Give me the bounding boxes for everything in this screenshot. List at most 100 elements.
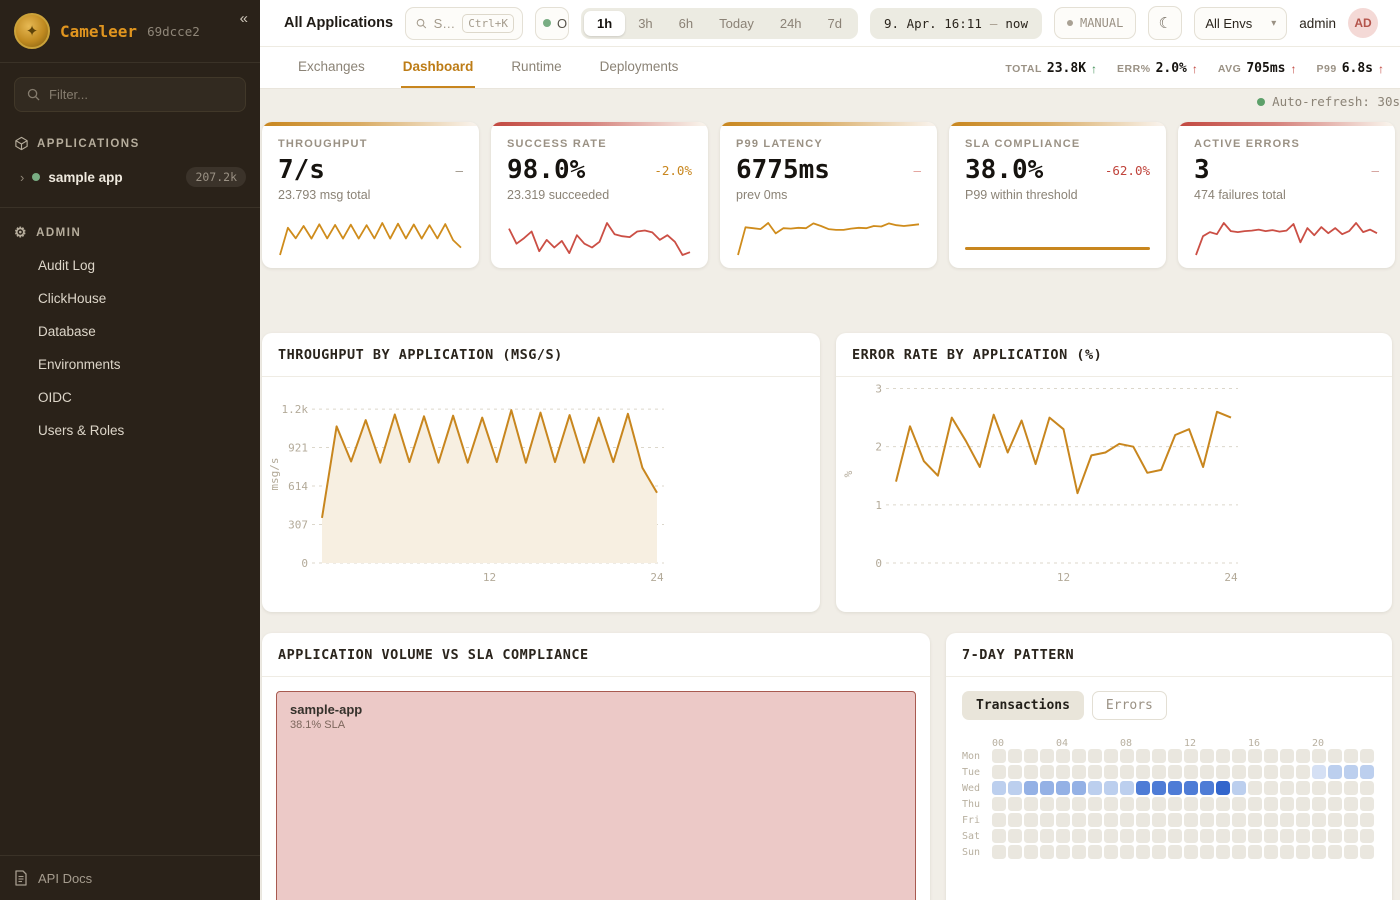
seven-day-pattern-panel: 7-DAY PATTERN Transactions Errors 00 04 08…	[946, 633, 1392, 900]
dark-mode-toggle[interactable]: ☾	[1148, 6, 1183, 40]
sidebar-item-oidc[interactable]: OIDC	[38, 390, 72, 405]
heatmap-cell	[1008, 765, 1022, 779]
heatmap-cell	[1296, 781, 1310, 795]
svg-text:24: 24	[650, 571, 664, 584]
sidebar-item-environments[interactable]: Environments	[38, 357, 121, 372]
bottom-row: APPLICATION VOLUME VS SLA COMPLIANCE sam…	[262, 633, 1392, 900]
sidebar-item-clickhouse[interactable]: ClickHouse	[38, 291, 107, 306]
heatmap-cell	[1136, 781, 1150, 795]
date-range-to: now	[1005, 15, 1028, 31]
heatmap-cell	[1072, 765, 1086, 779]
heatmap-cell	[1232, 781, 1246, 795]
sidebar-item-api-docs[interactable]: API Docs	[0, 855, 260, 900]
heatmap-cell	[1040, 797, 1054, 811]
heatmap-cell	[1152, 765, 1166, 779]
heatmap-row-tue: Tue	[962, 764, 1376, 780]
heatmap-cell	[1200, 829, 1214, 843]
heatmap-cell	[1344, 749, 1358, 763]
sidebar: ✦ Cameleer 69dcce2 « Filter... APPLICATI…	[0, 0, 260, 900]
toggle-transactions[interactable]: Transactions	[962, 691, 1084, 720]
heatmap-cell	[1344, 765, 1358, 779]
user-name: admin	[1299, 15, 1336, 31]
search-placeholder: S…	[433, 15, 456, 31]
sidebar-collapse-icon[interactable]: «	[239, 10, 248, 27]
heatmap-cell	[1264, 749, 1278, 763]
heatmap-cell	[1120, 845, 1134, 859]
heatmap-day-label: Wed	[962, 782, 981, 794]
heatmap-cell	[1248, 813, 1262, 827]
time-range-today[interactable]: Today	[719, 15, 754, 31]
heatmap-cell	[1360, 749, 1374, 763]
kpi-card-active-errors: ACTIVE ERRORS 3– 474 failures total	[1178, 122, 1395, 268]
time-range-3h[interactable]: 3h	[638, 15, 653, 31]
time-range-7d[interactable]: 7d	[827, 15, 843, 31]
tab-dashboard[interactable]: Dashboard	[400, 47, 476, 88]
stat-total: TOTAL 23.8K ↑	[1005, 61, 1098, 76]
heatmap-cell	[1168, 781, 1182, 795]
heatmap-cell	[1264, 765, 1278, 779]
tab-exchanges[interactable]: Exchanges	[298, 59, 365, 74]
heatmap-cell	[1280, 781, 1294, 795]
svg-text:12: 12	[1057, 571, 1070, 584]
svg-text:1.2k: 1.2k	[282, 403, 309, 416]
heatmap-cell	[1360, 781, 1374, 795]
heatmap-row-thu: Thu	[962, 796, 1376, 812]
heatmap-cell	[992, 781, 1006, 795]
search-icon	[27, 88, 40, 101]
filter-input[interactable]: Filter...	[14, 77, 246, 112]
sidebar-header: ✦ Cameleer 69dcce2	[0, 0, 260, 63]
toggle-errors[interactable]: Errors	[1091, 691, 1167, 720]
sidebar-item-sample-app[interactable]: › sample app 207.2k	[0, 159, 260, 195]
heatmap-row-mon: Mon	[962, 748, 1376, 764]
kpi-row: THROUGHPUT 7/s – 23.793 msg total SUCCESS…	[262, 122, 1395, 268]
tab-deployments[interactable]: Deployments	[599, 59, 679, 74]
applications-section-header: APPLICATIONS	[0, 128, 260, 159]
heatmap-cell	[1200, 845, 1214, 859]
svg-text:0: 0	[301, 557, 308, 570]
heatmap-day-label: Sun	[962, 846, 981, 858]
heatmap-cell	[1280, 813, 1294, 827]
panel-title: THROUGHPUT BY APPLICATION (MSG/S)	[262, 333, 820, 377]
time-range-24h[interactable]: 24h	[779, 15, 802, 31]
heatmap-cell	[1280, 765, 1294, 779]
online-dot-icon	[543, 19, 552, 27]
moon-icon: ☾	[1158, 15, 1173, 32]
stat-p99: P99 6.8s ↑	[1316, 61, 1385, 76]
avatar[interactable]: AD	[1348, 8, 1378, 38]
time-range-6h[interactable]: 6h	[678, 15, 694, 31]
sidebar-item-database[interactable]: Database	[38, 324, 96, 339]
heatmap-cell	[1216, 765, 1230, 779]
sidebar-item-users-roles[interactable]: Users & Roles	[38, 423, 125, 438]
chevron-right-icon[interactable]: ›	[20, 169, 25, 185]
search-input[interactable]: S… Ctrl+K	[405, 6, 524, 40]
status-pill[interactable]: O	[535, 6, 570, 40]
heatmap-cell	[1344, 781, 1358, 795]
date-range-from: 9. Apr. 16:11	[884, 15, 982, 31]
sidebar-item-audit-log[interactable]: Audit Log	[38, 258, 96, 273]
heatmap-cell	[1104, 765, 1118, 779]
cube-icon	[15, 136, 28, 151]
heatmap-cell	[1312, 749, 1326, 763]
tab-runtime[interactable]: Runtime	[511, 59, 562, 74]
heatmap-cell	[992, 797, 1006, 811]
topbar: All Applications S… Ctrl+K O 1h 3h 6h To…	[260, 0, 1400, 47]
date-range-display[interactable]: 9. Apr. 16:11 – now	[870, 7, 1042, 39]
heatmap-cell	[1280, 749, 1294, 763]
heatmap-cell	[1168, 813, 1182, 827]
search-shortcut: Ctrl+K	[462, 13, 515, 33]
heatmap-cell	[1296, 845, 1310, 859]
heatmap-cell	[1232, 845, 1246, 859]
heatmap-cell	[1264, 845, 1278, 859]
heatmap-cell	[1056, 797, 1070, 811]
heatmap-cell	[1344, 797, 1358, 811]
heatmap-cell	[1312, 797, 1326, 811]
time-range-1h[interactable]: 1h	[584, 10, 626, 36]
env-select[interactable]: All Envs ▾	[1194, 6, 1288, 40]
heatmap-cell	[1248, 829, 1262, 843]
heatmap-day-label: Sat	[962, 830, 981, 842]
manual-refresh-button[interactable]: MANUAL	[1053, 7, 1137, 39]
heatmap-cell	[1008, 781, 1022, 795]
treemap-cell-sample-app[interactable]: sample-app 38.1% SLA	[276, 691, 916, 900]
